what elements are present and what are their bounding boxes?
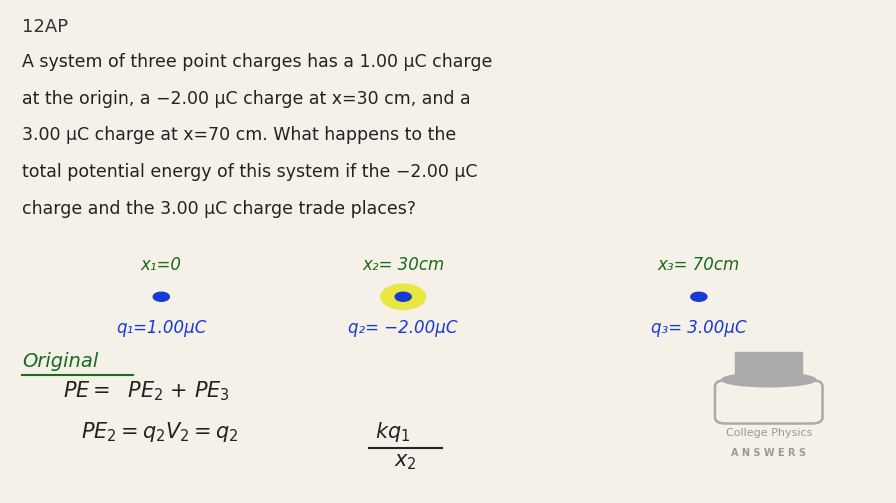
Text: A N S W E R S: A N S W E R S xyxy=(731,448,806,458)
Circle shape xyxy=(395,292,411,301)
Text: $kq_1$: $kq_1$ xyxy=(375,420,410,444)
Text: A system of three point charges has a 1.00 μC charge: A system of three point charges has a 1.… xyxy=(22,53,493,71)
Circle shape xyxy=(381,284,426,309)
Text: x₃= 70cm: x₃= 70cm xyxy=(658,256,740,274)
Text: $PE=$  $PE_2$ + $PE_3$: $PE=$ $PE_2$ + $PE_3$ xyxy=(63,380,229,403)
Polygon shape xyxy=(736,352,803,380)
Text: at the origin, a −2.00 μC charge at x=30 cm, and a: at the origin, a −2.00 μC charge at x=30… xyxy=(22,90,471,108)
Text: x₂= 30cm: x₂= 30cm xyxy=(362,256,444,274)
Ellipse shape xyxy=(722,373,815,387)
Text: charge and the 3.00 μC charge trade places?: charge and the 3.00 μC charge trade plac… xyxy=(22,200,417,218)
Text: College Physics: College Physics xyxy=(726,428,812,438)
Text: q₁=1.00μC: q₁=1.00μC xyxy=(116,319,206,338)
Text: q₃= 3.00μC: q₃= 3.00μC xyxy=(651,319,746,338)
Circle shape xyxy=(691,292,707,301)
Text: Original: Original xyxy=(22,352,99,371)
Text: q₂= −2.00μC: q₂= −2.00μC xyxy=(349,319,458,338)
Text: 12AP: 12AP xyxy=(22,18,68,36)
Circle shape xyxy=(153,292,169,301)
Text: total potential energy of this system if the −2.00 μC: total potential energy of this system if… xyxy=(22,163,478,181)
Text: x₁=0: x₁=0 xyxy=(141,256,182,274)
Text: $PE_2 = q_2 V_2 = q_2$: $PE_2 = q_2 V_2 = q_2$ xyxy=(81,420,238,444)
Text: $x_2$: $x_2$ xyxy=(394,452,417,472)
Text: 3.00 μC charge at x=70 cm. What happens to the: 3.00 μC charge at x=70 cm. What happens … xyxy=(22,126,457,144)
